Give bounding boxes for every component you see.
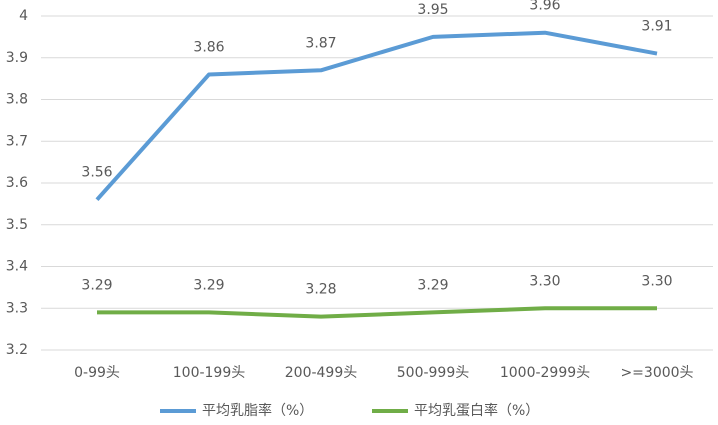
y-tick-label: 3.6 [6, 175, 28, 191]
data-label: 3.29 [81, 277, 112, 293]
data-label: 3.29 [193, 277, 224, 293]
y-tick-label: 3.8 [6, 92, 28, 108]
data-label: 3.29 [417, 277, 448, 293]
y-tick-label: 3.7 [6, 133, 28, 149]
data-label: 3.96 [529, 0, 560, 14]
data-label: 3.86 [193, 39, 224, 55]
data-label: 3.56 [81, 165, 112, 181]
y-tick-label: 3.9 [6, 50, 28, 66]
data-label: 3.87 [305, 35, 336, 51]
x-tick-label: 0-99头 [74, 365, 120, 381]
series-line [97, 306, 657, 319]
x-tick-label: 1000-2999头 [500, 365, 590, 381]
x-tick-label: 200-499头 [285, 365, 358, 381]
x-tick-label: >=3000头 [620, 365, 693, 381]
data-label: 3.28 [305, 282, 336, 298]
x-tick-label: 500-999头 [397, 365, 470, 381]
legend-label: 平均乳脂率（%） [202, 402, 313, 419]
data-label: 3.91 [641, 19, 672, 35]
y-tick-label: 3.5 [6, 217, 28, 233]
data-label: 3.30 [529, 273, 560, 289]
data-label: 3.95 [417, 2, 448, 18]
legend-label: 平均乳蛋白率（%） [414, 402, 539, 419]
y-tick-label: 3.4 [6, 259, 28, 275]
y-tick-label: 4 [19, 8, 28, 24]
y-tick-label: 3.3 [6, 300, 28, 316]
series-line [95, 30, 658, 202]
y-tick-label: 3.2 [6, 342, 28, 358]
data-label: 3.30 [641, 273, 672, 289]
x-tick-label: 100-199头 [173, 365, 246, 381]
